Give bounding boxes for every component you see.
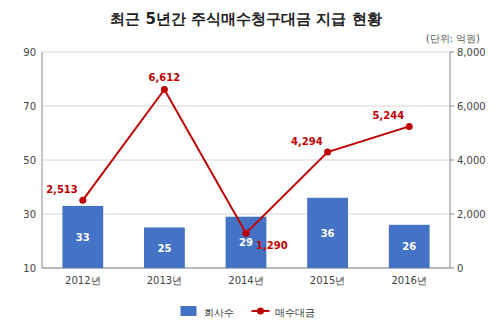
line-label: 4,294 [291,136,323,147]
bar [389,225,430,268]
y2-axis [450,52,451,268]
line-label: 2,513 [46,184,78,195]
title: 최근 5년간 주식매수청구대금 지급 현황 [110,10,381,28]
y-tick-label: 10 [23,263,36,274]
line-marker [79,197,86,204]
grid-line [42,52,450,53]
y2-tick [450,106,454,107]
line [83,89,409,233]
x-tick-label: 2013년 [147,275,182,286]
y2-tick-label: 4,000 [457,155,486,166]
y-tick-label: 70 [23,101,36,112]
bar [144,228,185,269]
line-marker [406,123,413,130]
x-tick-label: 2014년 [228,275,263,286]
y2-tick-label: 2,000 [457,209,486,220]
line-label: 5,244 [373,110,405,121]
bar-label: 26 [402,241,416,252]
bar [307,198,348,268]
bar [62,206,103,268]
y2-tick [450,160,454,161]
legend-item: 회사수 [181,306,234,318]
y2-tick [450,52,454,53]
y2-tick-label: 0 [457,263,463,274]
grid-line [42,160,450,161]
line-marker [243,230,250,237]
data-labels: 33 25 29 36 26 2,513 6,612 1,290 4,294 5,244 [46,72,416,253]
legend-label: 회사수 [204,307,234,318]
y-tick-label: 50 [23,155,36,166]
line-label: 1,290 [256,240,288,251]
y2-tick-label: 8,000 [457,47,486,58]
legend-marker [257,308,264,315]
x-tick-label: 2015년 [310,275,345,286]
legend-label: 매수대금 [275,307,315,318]
x-tick-label: 2012년 [65,275,100,286]
grid-line [42,106,450,107]
x-tick-label: 2016년 [391,275,426,286]
marks [62,86,429,268]
y2-tick [450,268,454,269]
bar-label: 33 [76,232,90,243]
y2-tick-label: 6,000 [457,101,486,112]
bar-label: 29 [239,237,253,248]
line-marker [324,149,331,156]
legend-swatch [181,306,197,316]
chart: 최근 5년간 주식매수청구대금 지급 현황 (단위: 억원) 10 30 50 70 90 0… [0,0,495,330]
line-marker [161,86,168,93]
y-tick-label: 30 [23,209,36,220]
y2-tick [450,214,454,215]
unit-label: (단위: 억원) [426,33,480,44]
bar-label: 36 [321,228,335,239]
y-axis [42,52,43,268]
y-tick-label: 90 [23,47,36,58]
bar-label: 25 [157,243,171,254]
legend: 회사수 매수대금 [181,306,315,318]
legend-item: 매수대금 [252,307,315,318]
line-label: 6,612 [149,72,181,83]
